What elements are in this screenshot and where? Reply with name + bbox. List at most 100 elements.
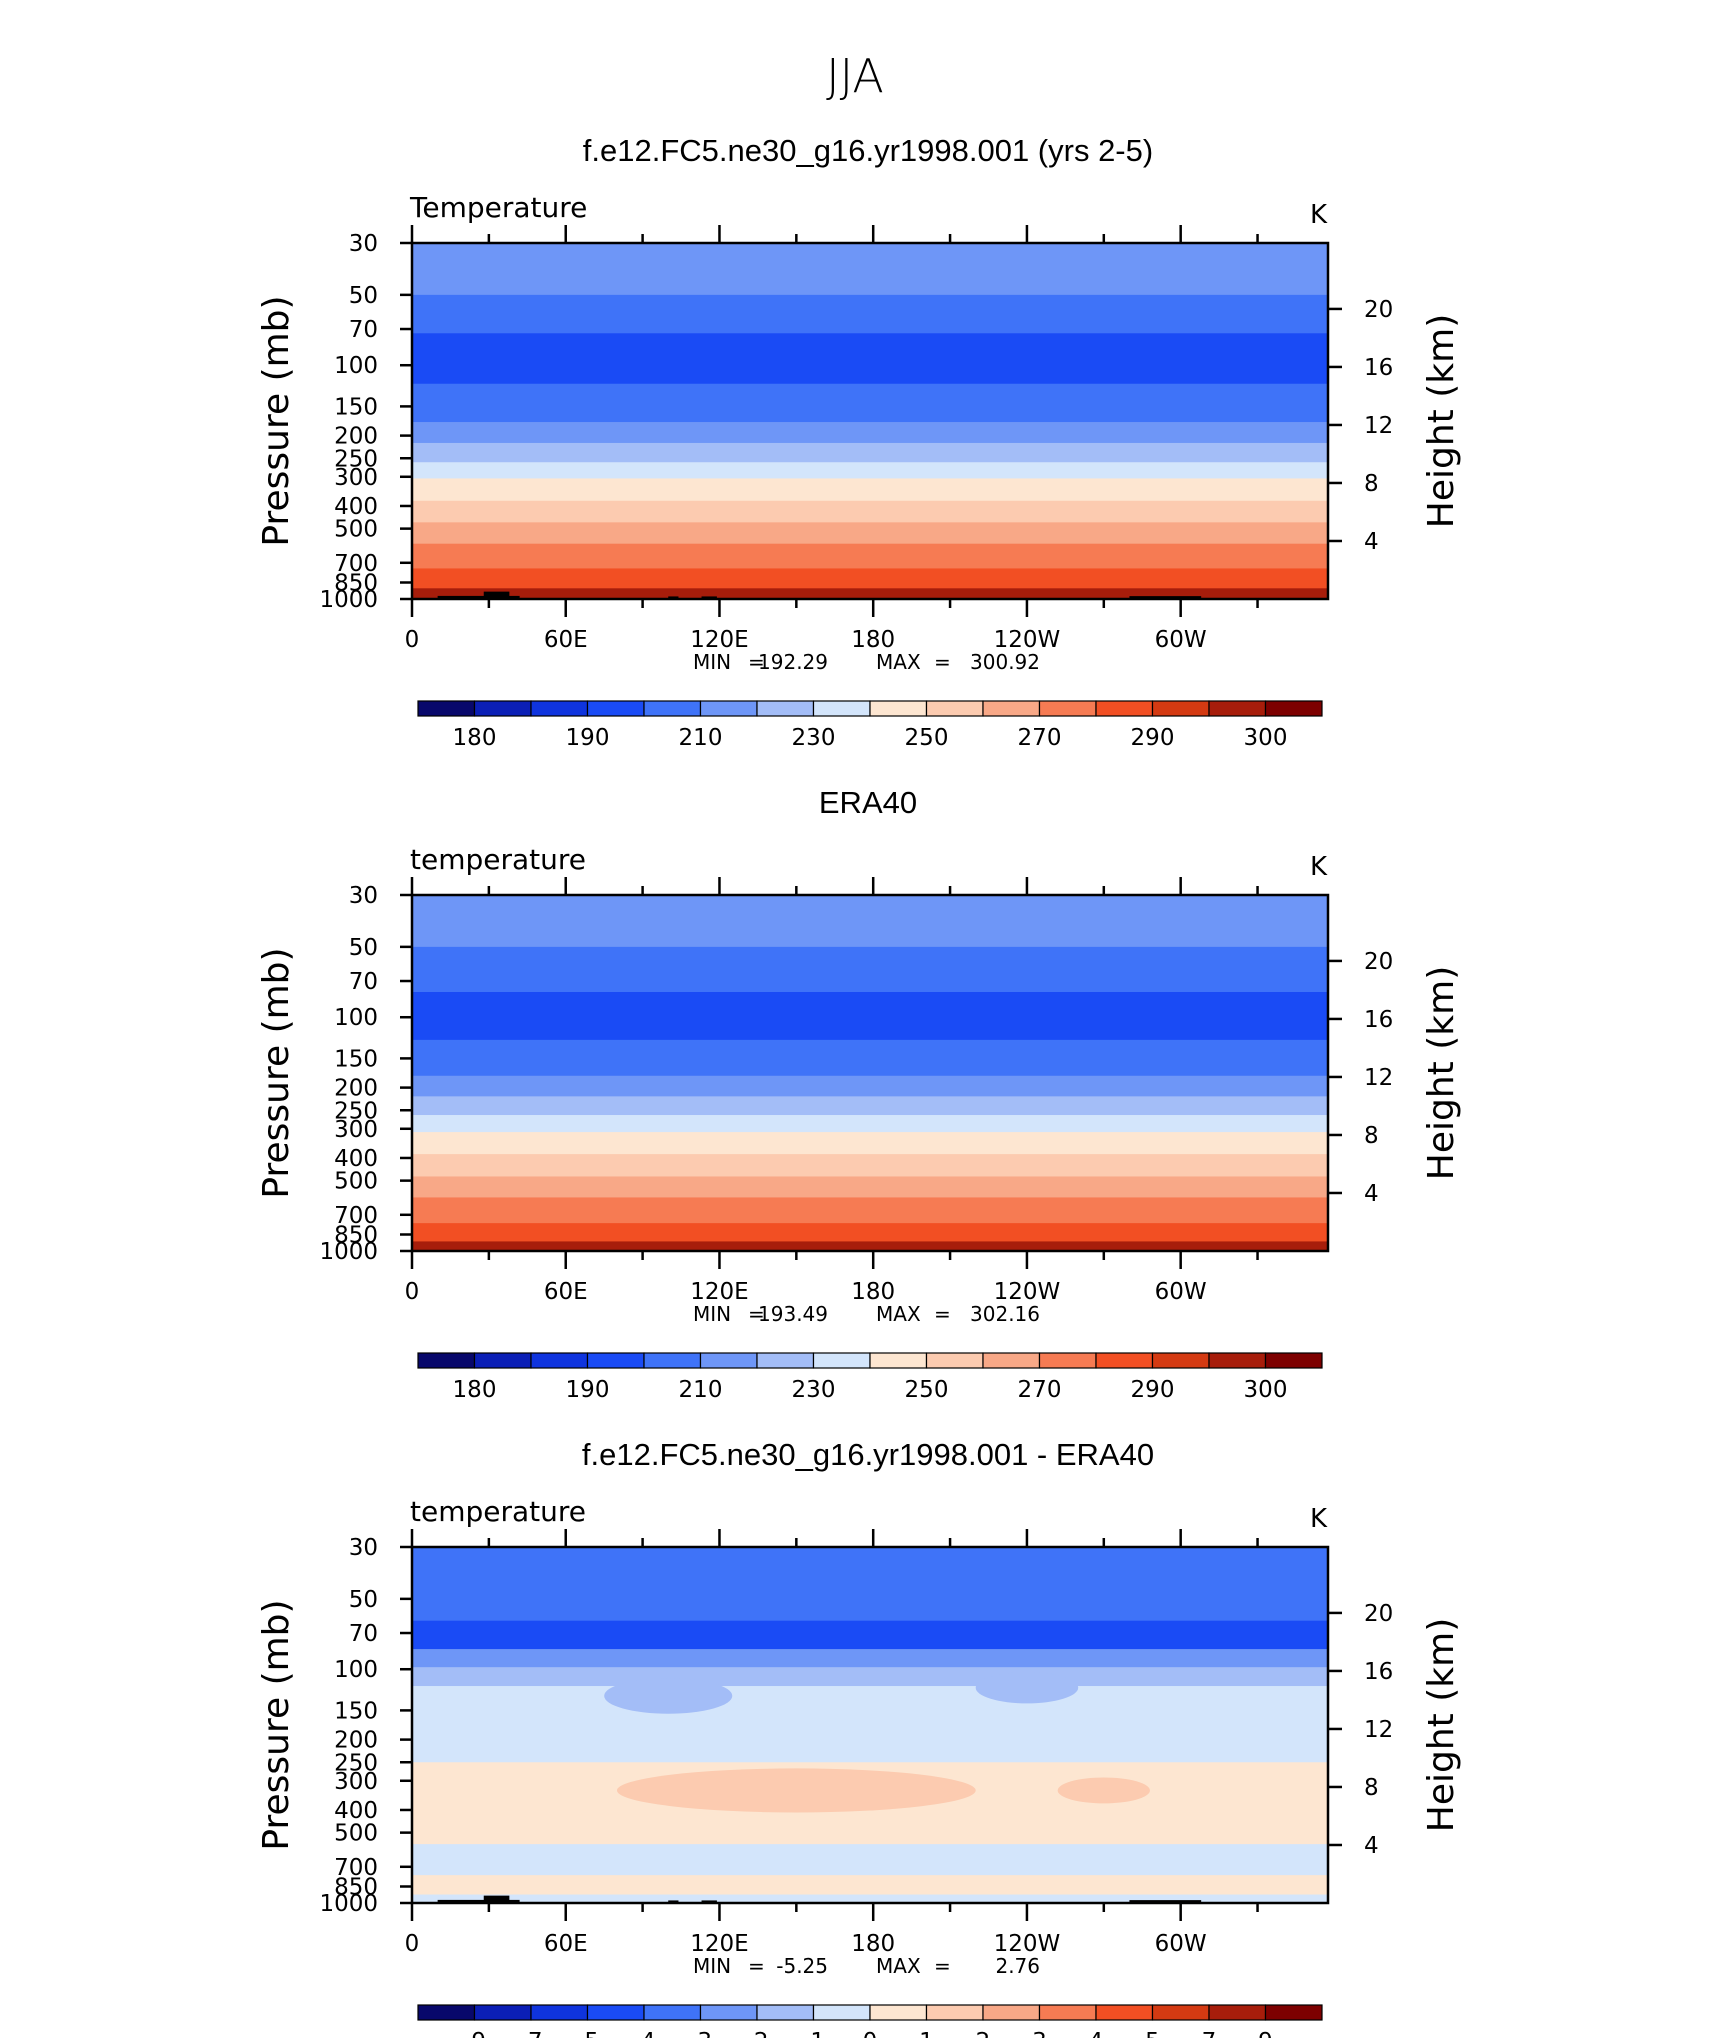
- colorbar-swatch-16: [1264, 700, 1323, 717]
- pressure-tick-label: 300: [334, 1117, 378, 1143]
- pressure-tick-label: 250: [334, 1750, 378, 1776]
- height-tick-label: 16: [1364, 1659, 1393, 1685]
- colorbar-label: 4: [1089, 2029, 1104, 2038]
- plot-frame: [410, 1545, 1330, 1905]
- pressure-tick-label: 70: [349, 969, 378, 995]
- pressure-tick-label: 400: [334, 1798, 378, 1824]
- colorbar-label: 5: [1145, 2029, 1160, 2038]
- colorbar-label: -7: [520, 2029, 543, 2038]
- contour-band-4: [412, 383, 1328, 423]
- pressure-tick-label: 1000: [319, 1239, 378, 1265]
- pressure-tick-label: 150: [334, 394, 378, 420]
- min-label: MIN: [693, 650, 731, 674]
- pressure-tick-label: 200: [334, 1076, 378, 1102]
- pressure-tick-label: 300: [334, 465, 378, 491]
- pressure-tick-label: 50: [349, 1587, 378, 1613]
- colorbar-swatch-3: [530, 2004, 589, 2021]
- pressure-tick-label: 250: [334, 1098, 378, 1124]
- min-equals: =: [748, 650, 765, 674]
- pressure-tick-label: 50: [349, 935, 378, 961]
- min-equals: =: [748, 1954, 765, 1978]
- min-equals: =: [748, 1302, 765, 1326]
- y-axis-label-right: Height (km): [1421, 314, 1462, 528]
- colorbar-swatch-5: [643, 700, 702, 717]
- contour-band-2: [412, 946, 1328, 993]
- colorbar-label: -9: [463, 2029, 486, 2038]
- contour-field: [412, 1547, 1328, 1903]
- colorbar-swatch-8: [812, 2004, 871, 2021]
- colorbar-swatch-15: [1208, 1352, 1267, 1369]
- colorbar-label: 180: [453, 725, 497, 751]
- colorbar-label: 1: [919, 2029, 934, 2038]
- colorbar-label: 0: [863, 2029, 878, 2038]
- colorbar-swatch-2: [473, 700, 532, 717]
- colorbar-label: 290: [1131, 1377, 1175, 1403]
- colorbar-swatch-13: [1095, 700, 1154, 717]
- colorbar-swatch-12: [1038, 1352, 1097, 1369]
- land-mask-4: [701, 596, 717, 599]
- colorbar-swatch-13: [1095, 2004, 1154, 2021]
- field-label: Temperature: [409, 191, 587, 224]
- contour-band-5: [412, 1075, 1328, 1097]
- y-axis-label-right: Height (km): [1421, 966, 1462, 1180]
- max-label: MAX: [876, 1954, 921, 1978]
- colorbar-swatch-4: [586, 1352, 645, 1369]
- pressure-tick-label: 300: [334, 1769, 378, 1795]
- colorbar-label: 250: [905, 1377, 949, 1403]
- colorbar-swatch-12: [1038, 700, 1097, 717]
- max-label: MAX: [876, 1302, 921, 1326]
- colorbar-label: -4: [633, 2029, 656, 2038]
- land-mask-4: [701, 1900, 717, 1903]
- x-tick-label: 0: [405, 627, 420, 653]
- height-tick-label: 4: [1364, 1181, 1379, 1207]
- land-mask-3: [668, 596, 679, 599]
- units-label: K: [1310, 1504, 1328, 1534]
- contour-blob-3: [604, 1678, 733, 1714]
- contour-band-8: [412, 1132, 1328, 1155]
- pressure-tick-label: 850: [334, 1875, 378, 1901]
- height-tick-label: 4: [1364, 1833, 1379, 1859]
- contour-field: [412, 895, 1328, 1251]
- x-tick-label: 120W: [994, 1279, 1061, 1305]
- pressure-tick-label: 100: [334, 1005, 378, 1031]
- colorbar-label: 7: [1202, 2029, 1217, 2038]
- height-tick-label: 12: [1364, 1065, 1393, 1091]
- max-label: MAX: [876, 650, 921, 674]
- colorbar-swatch-14: [1151, 2004, 1210, 2021]
- colorbar-label: 270: [1018, 725, 1062, 751]
- height-tick-label: 20: [1364, 949, 1393, 975]
- colorbar-label: 270: [1018, 1377, 1062, 1403]
- plot-frame: [410, 893, 1330, 1253]
- height-tick-label: 4: [1364, 529, 1379, 555]
- land-mask-5: [1129, 1900, 1202, 1903]
- colorbar-swatch-2: [473, 2004, 532, 2021]
- pressure-tick-label: 700: [334, 551, 378, 577]
- pressure-tick-label: 850: [334, 1223, 378, 1249]
- x-tick-label: 180: [851, 1279, 895, 1305]
- pressure-tick-label: 70: [349, 317, 378, 343]
- colorbar-swatch-15: [1208, 2004, 1267, 2021]
- pressure-tick-label: 500: [334, 1821, 378, 1847]
- colorbar-swatch-8: [812, 700, 871, 717]
- pressure-tick-label: 700: [334, 1203, 378, 1229]
- colorbar-label: -2: [746, 2029, 769, 2038]
- contour-band-1: [412, 895, 1328, 948]
- plot-frame: [410, 241, 1330, 601]
- colorbar-label: -3: [689, 2029, 712, 2038]
- x-tick-label: 120E: [690, 627, 748, 653]
- contour-band-11: [412, 543, 1328, 569]
- colorbar-swatch-9: [869, 700, 928, 717]
- pressure-tick-label: 400: [334, 494, 378, 520]
- x-tick-label: 120W: [994, 1931, 1061, 1957]
- contour-band-2: [412, 1620, 1328, 1650]
- contour-field: [412, 243, 1328, 599]
- colorbar-label: 210: [679, 725, 723, 751]
- colorbar-swatch-12: [1038, 2004, 1097, 2021]
- x-tick-label: 180: [851, 627, 895, 653]
- colorbar-swatch-6: [699, 2004, 758, 2021]
- colorbar-swatch-6: [699, 1352, 758, 1369]
- land-mask-3: [668, 1900, 679, 1903]
- pressure-tick-label: 250: [334, 446, 378, 472]
- contour-band-10: [412, 522, 1328, 545]
- contour-band-6: [412, 442, 1328, 463]
